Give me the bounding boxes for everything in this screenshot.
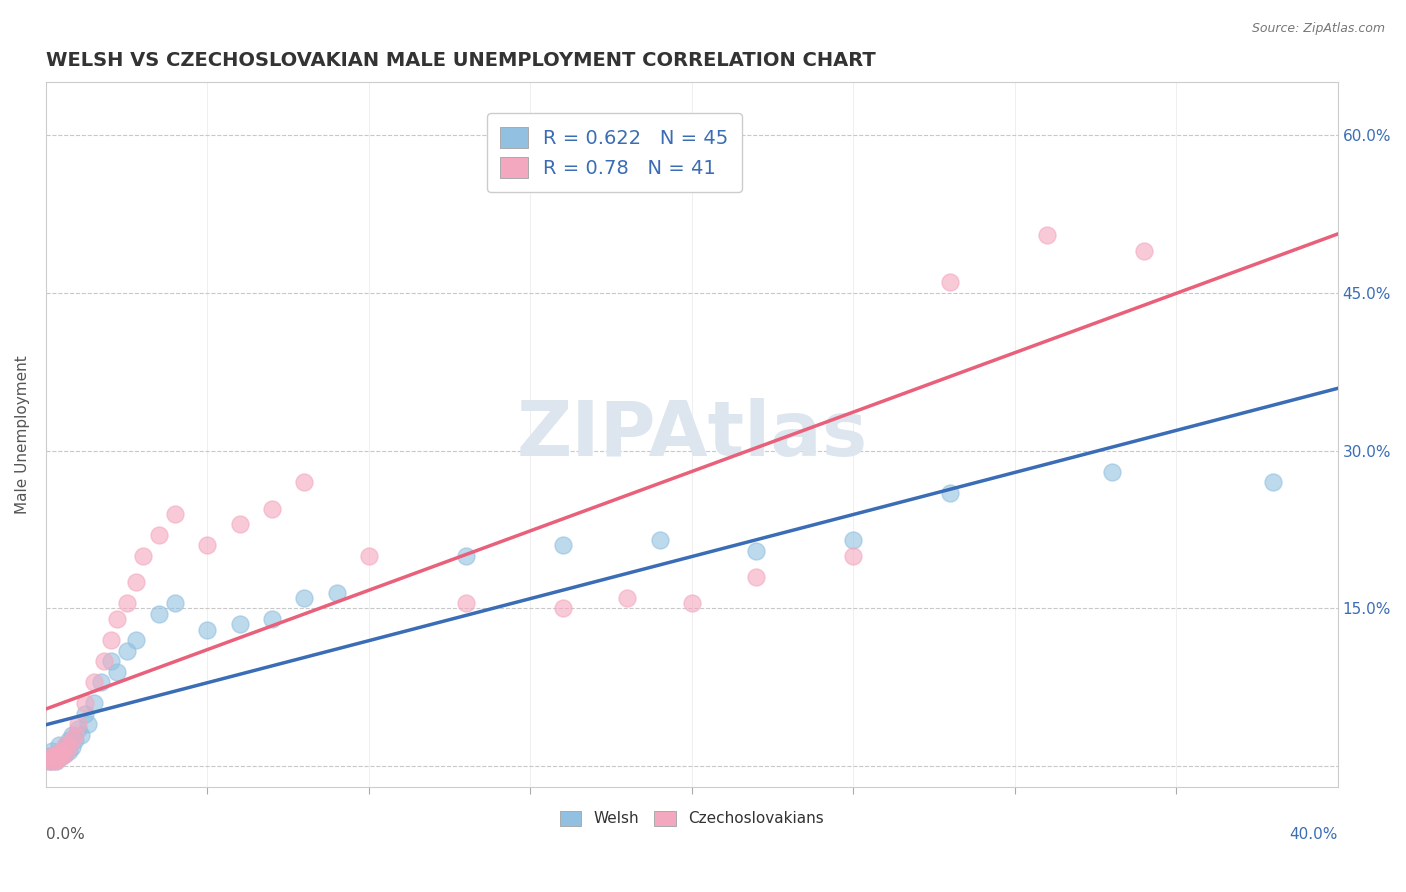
Point (197, 538, 219, 552)
Point (70, 728, 93, 742)
Point (60, 728, 83, 742)
Point (48, 747, 70, 761)
Point (551, 538, 574, 552)
Point (83, 675, 105, 690)
Point (58, 740, 80, 755)
Point (38, 754, 60, 768)
Point (53, 747, 76, 761)
Point (454, 549, 477, 563)
Point (60, 740, 83, 755)
Point (197, 623, 219, 637)
Point (48, 751, 70, 765)
Point (45, 751, 67, 765)
Text: ZIPAtlas: ZIPAtlas (516, 398, 868, 472)
Point (41, 748, 63, 763)
Point (357, 549, 380, 563)
Point (148, 607, 170, 621)
Point (105, 665, 128, 679)
Point (260, 501, 283, 516)
Point (125, 633, 148, 648)
Point (105, 612, 128, 626)
Point (48, 751, 70, 765)
Point (939, 485, 962, 500)
Point (51, 748, 73, 763)
Point (115, 643, 138, 657)
Point (45, 754, 67, 768)
Point (165, 507, 187, 521)
Y-axis label: Male Unemployment: Male Unemployment (15, 356, 30, 514)
Point (648, 533, 671, 547)
Text: 0.0%: 0.0% (46, 828, 84, 842)
Point (132, 549, 155, 563)
Point (83, 696, 105, 710)
Point (260, 612, 283, 626)
Point (100, 633, 122, 648)
Point (63, 733, 86, 747)
Point (325, 585, 347, 599)
Point (53, 747, 76, 761)
Point (48, 747, 70, 761)
Point (100, 654, 122, 668)
Point (745, 570, 768, 584)
Point (551, 601, 574, 615)
Point (38, 748, 60, 763)
Point (63, 728, 86, 742)
Point (77, 717, 100, 731)
Point (73, 706, 96, 721)
Point (1036, 227, 1059, 242)
Point (41, 754, 63, 768)
Point (148, 528, 170, 542)
Point (58, 743, 80, 757)
Point (1261, 475, 1284, 490)
Point (90, 675, 112, 690)
Point (228, 617, 250, 632)
Point (41, 754, 63, 768)
Point (67, 723, 90, 737)
Point (48, 739, 70, 753)
Point (939, 275, 962, 289)
Point (45, 754, 67, 768)
Legend: Welsh, Czechoslovakians: Welsh, Czechoslovakians (554, 805, 830, 832)
Text: WELSH VS CZECHOSLOVAKIAN MALE UNEMPLOYMENT CORRELATION CHART: WELSH VS CZECHOSLOVAKIAN MALE UNEMPLOYME… (46, 51, 876, 70)
Point (38, 754, 60, 768)
Point (616, 591, 638, 605)
Text: 40.0%: 40.0% (1289, 828, 1337, 842)
Point (165, 596, 187, 610)
Point (45, 747, 67, 761)
Point (681, 596, 703, 610)
Point (292, 591, 315, 605)
Point (842, 533, 865, 547)
Point (51, 748, 73, 763)
Point (45, 747, 67, 761)
Point (58, 733, 80, 747)
Point (125, 575, 148, 590)
Point (67, 717, 90, 731)
Text: Source: ZipAtlas.com: Source: ZipAtlas.com (1251, 22, 1385, 36)
Point (41, 748, 63, 763)
Point (115, 596, 138, 610)
Point (842, 549, 865, 563)
Point (93, 654, 115, 668)
Point (41, 743, 63, 757)
Point (1133, 244, 1156, 258)
Point (1101, 465, 1123, 479)
Point (454, 596, 477, 610)
Point (228, 517, 250, 532)
Point (60, 733, 83, 747)
Point (53, 739, 76, 753)
Point (53, 740, 76, 755)
Point (38, 751, 60, 765)
Point (51, 743, 73, 757)
Point (745, 543, 768, 558)
Point (51, 743, 73, 757)
Point (292, 475, 315, 490)
Point (45, 751, 67, 765)
Point (73, 696, 96, 710)
